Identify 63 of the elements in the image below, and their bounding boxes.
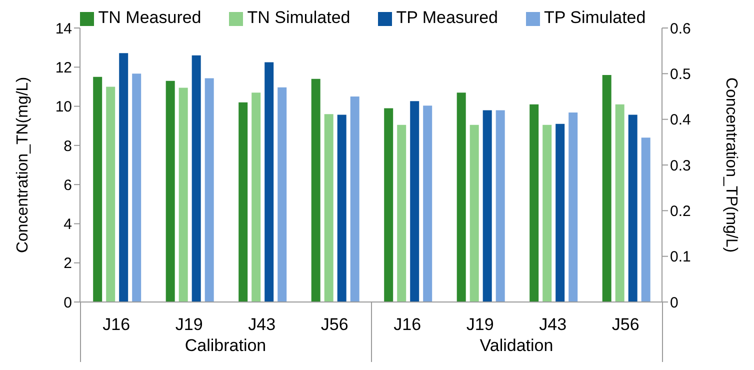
bar bbox=[628, 114, 638, 302]
x-tick-label: J43 bbox=[539, 315, 567, 334]
bar bbox=[602, 74, 612, 302]
legend-label: TP Simulated bbox=[544, 8, 646, 27]
bar bbox=[615, 104, 624, 302]
y2-tick-label: 0.1 bbox=[670, 248, 691, 266]
bar bbox=[178, 88, 188, 302]
x-tick-label: J19 bbox=[466, 315, 494, 334]
bar bbox=[252, 92, 261, 302]
bar bbox=[166, 80, 175, 302]
bar bbox=[311, 78, 320, 302]
y2-axis-title: Concentration_TP(mg/L) bbox=[722, 77, 740, 253]
y-tick-label: 8 bbox=[64, 138, 72, 155]
x-tick-label: J56 bbox=[320, 315, 348, 334]
bar bbox=[397, 124, 406, 302]
bar bbox=[556, 124, 565, 302]
y-axis-title: Concentration_TN(mg/L) bbox=[14, 76, 32, 254]
bar bbox=[106, 86, 116, 302]
x-tick-label: J56 bbox=[612, 315, 640, 334]
bar bbox=[337, 114, 346, 302]
bar bbox=[496, 110, 505, 302]
bar bbox=[423, 106, 432, 302]
bar bbox=[542, 124, 552, 302]
y-tick-label: 2 bbox=[64, 255, 72, 272]
y2-tick-label: 0.6 bbox=[670, 20, 691, 38]
legend-label: TN Measured bbox=[98, 8, 202, 27]
bar bbox=[641, 138, 650, 302]
bar bbox=[410, 101, 420, 302]
bar bbox=[530, 104, 539, 302]
y-tick-label: 14 bbox=[55, 20, 72, 38]
bar bbox=[470, 124, 479, 302]
y2-tick-label: 0 bbox=[670, 294, 678, 312]
y-tick-label: 4 bbox=[64, 216, 72, 234]
bar bbox=[482, 110, 492, 302]
bar bbox=[456, 92, 466, 302]
legend-label: TP Measured bbox=[396, 8, 498, 27]
x-tick-label: J16 bbox=[394, 315, 422, 334]
bar bbox=[324, 114, 334, 302]
bar bbox=[192, 55, 201, 302]
bar bbox=[119, 53, 128, 302]
y-tick-label: 0 bbox=[64, 294, 72, 312]
y2-tick-label: 0.3 bbox=[670, 157, 691, 174]
y-tick-label: 6 bbox=[64, 176, 72, 194]
x-tick-label: J19 bbox=[175, 315, 203, 334]
x-tick-label: J16 bbox=[102, 315, 130, 334]
bar bbox=[568, 112, 578, 302]
bar bbox=[384, 108, 394, 302]
bar bbox=[350, 96, 360, 302]
bar bbox=[238, 102, 248, 302]
bar bbox=[264, 62, 274, 302]
bar bbox=[93, 76, 102, 302]
y-tick-label: 10 bbox=[55, 98, 72, 116]
y2-tick-label: 0.2 bbox=[670, 202, 691, 220]
legend-label: TN Simulated bbox=[247, 8, 350, 27]
bar bbox=[278, 87, 287, 302]
bar bbox=[204, 78, 214, 302]
text: Calibration bbox=[184, 336, 268, 356]
text: Validation bbox=[478, 336, 554, 356]
y2-tick-label: 0.5 bbox=[670, 66, 691, 83]
bar bbox=[132, 74, 142, 302]
y2-tick-label: 0.4 bbox=[670, 112, 691, 129]
y-tick-label: 12 bbox=[55, 59, 72, 76]
x-tick-label: J43 bbox=[248, 315, 276, 334]
